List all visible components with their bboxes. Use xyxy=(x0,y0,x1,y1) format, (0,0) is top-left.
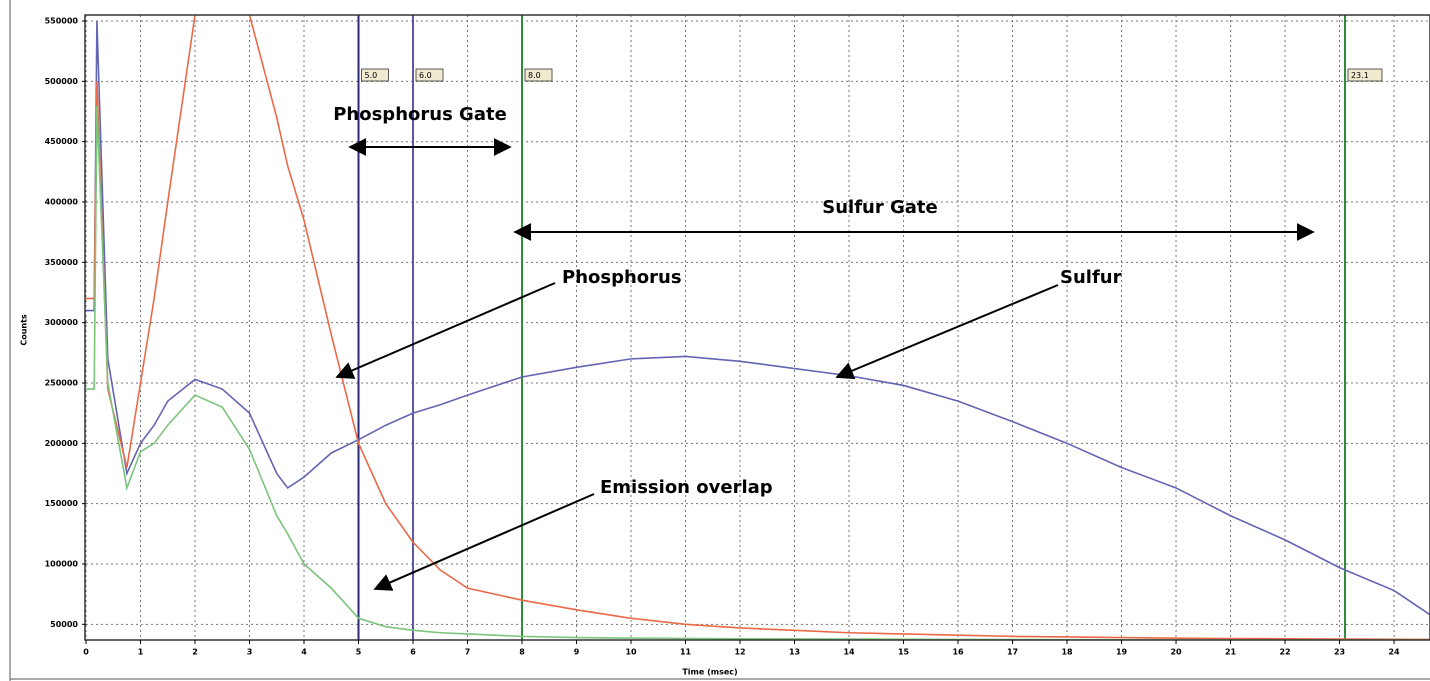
x-tick-label: 14 xyxy=(843,648,855,657)
x-tick-label: 7 xyxy=(465,648,471,657)
x-tick-label: 8 xyxy=(519,648,525,657)
annotation: Sulfur xyxy=(1060,267,1122,288)
x-tick-label: 16 xyxy=(952,648,964,657)
x-tick-label: 21 xyxy=(1225,648,1237,657)
series-line xyxy=(86,15,1430,640)
gate-label-box xyxy=(415,68,444,82)
x-tick-label: 3 xyxy=(247,648,253,657)
x-tick-label: 22 xyxy=(1279,648,1290,657)
x-tick-label: 6 xyxy=(410,648,416,657)
x-tick-label: 13 xyxy=(789,648,800,657)
y-tick-label: 300000 xyxy=(45,318,79,327)
y-tick-label: 200000 xyxy=(45,439,79,448)
gate-label: 23.1 xyxy=(1351,71,1369,80)
x-tick-label: 11 xyxy=(680,648,692,657)
ticks: 5000010000015000020000025000030000035000… xyxy=(45,17,1400,657)
x-tick-label: 19 xyxy=(1116,648,1128,657)
x-tick-label: 9 xyxy=(574,648,580,657)
gate-label: 5.0 xyxy=(365,71,378,80)
annotation: Phosphorus Gate xyxy=(333,104,507,125)
series-lines xyxy=(86,15,1430,640)
annotation: Emission overlap xyxy=(600,477,773,498)
y-axis-label: Counts xyxy=(20,314,29,346)
y-tick-label: 400000 xyxy=(45,198,79,207)
gates: 5.0 6.0 8.0 23.1 xyxy=(357,15,1383,640)
gate-label: 6.0 xyxy=(419,71,432,80)
annotation: Sulfur Gate xyxy=(822,197,937,218)
annotation: Phosphorus xyxy=(562,267,682,288)
gate-label: 8.0 xyxy=(528,71,541,80)
x-tick-label: 12 xyxy=(734,648,745,657)
y-tick-label: 150000 xyxy=(45,499,79,508)
grid xyxy=(85,15,1430,640)
x-tick-label: 1 xyxy=(138,648,144,657)
x-tick-label: 23 xyxy=(1334,648,1345,657)
gate-label-box xyxy=(361,68,389,82)
y-tick-label: 450000 xyxy=(45,137,79,146)
annotation-arrow xyxy=(835,284,1059,380)
y-tick-label: 50000 xyxy=(50,620,78,629)
x-tick-label: 4 xyxy=(301,648,307,657)
x-axis-label: Time (msec) xyxy=(682,668,737,677)
annotation-arrow xyxy=(373,493,595,591)
x-tick-label: 10 xyxy=(625,648,637,657)
annotation-arrow xyxy=(335,282,556,379)
y-tick-label: 350000 xyxy=(45,258,79,267)
x-tick-label: 24 xyxy=(1388,648,1400,657)
y-tick-label: 550000 xyxy=(45,17,79,26)
gate-label-box xyxy=(524,68,553,82)
plot-frame xyxy=(84,14,1430,641)
x-tick-label: 15 xyxy=(898,648,910,657)
x-tick-label: 18 xyxy=(1061,648,1073,657)
x-tick-label: 5 xyxy=(356,648,362,657)
series-line xyxy=(86,21,1430,616)
y-tick-label: 500000 xyxy=(45,77,79,86)
x-tick-label: 0 xyxy=(83,648,89,657)
y-tick-label: 250000 xyxy=(45,379,79,388)
gate-label-box xyxy=(1347,68,1383,82)
x-tick-label: 2 xyxy=(192,648,198,657)
y-tick-label: 100000 xyxy=(45,559,79,568)
x-tick-label: 17 xyxy=(1007,648,1018,657)
x-tick-label: 20 xyxy=(1170,648,1182,657)
series-line xyxy=(86,105,1430,640)
